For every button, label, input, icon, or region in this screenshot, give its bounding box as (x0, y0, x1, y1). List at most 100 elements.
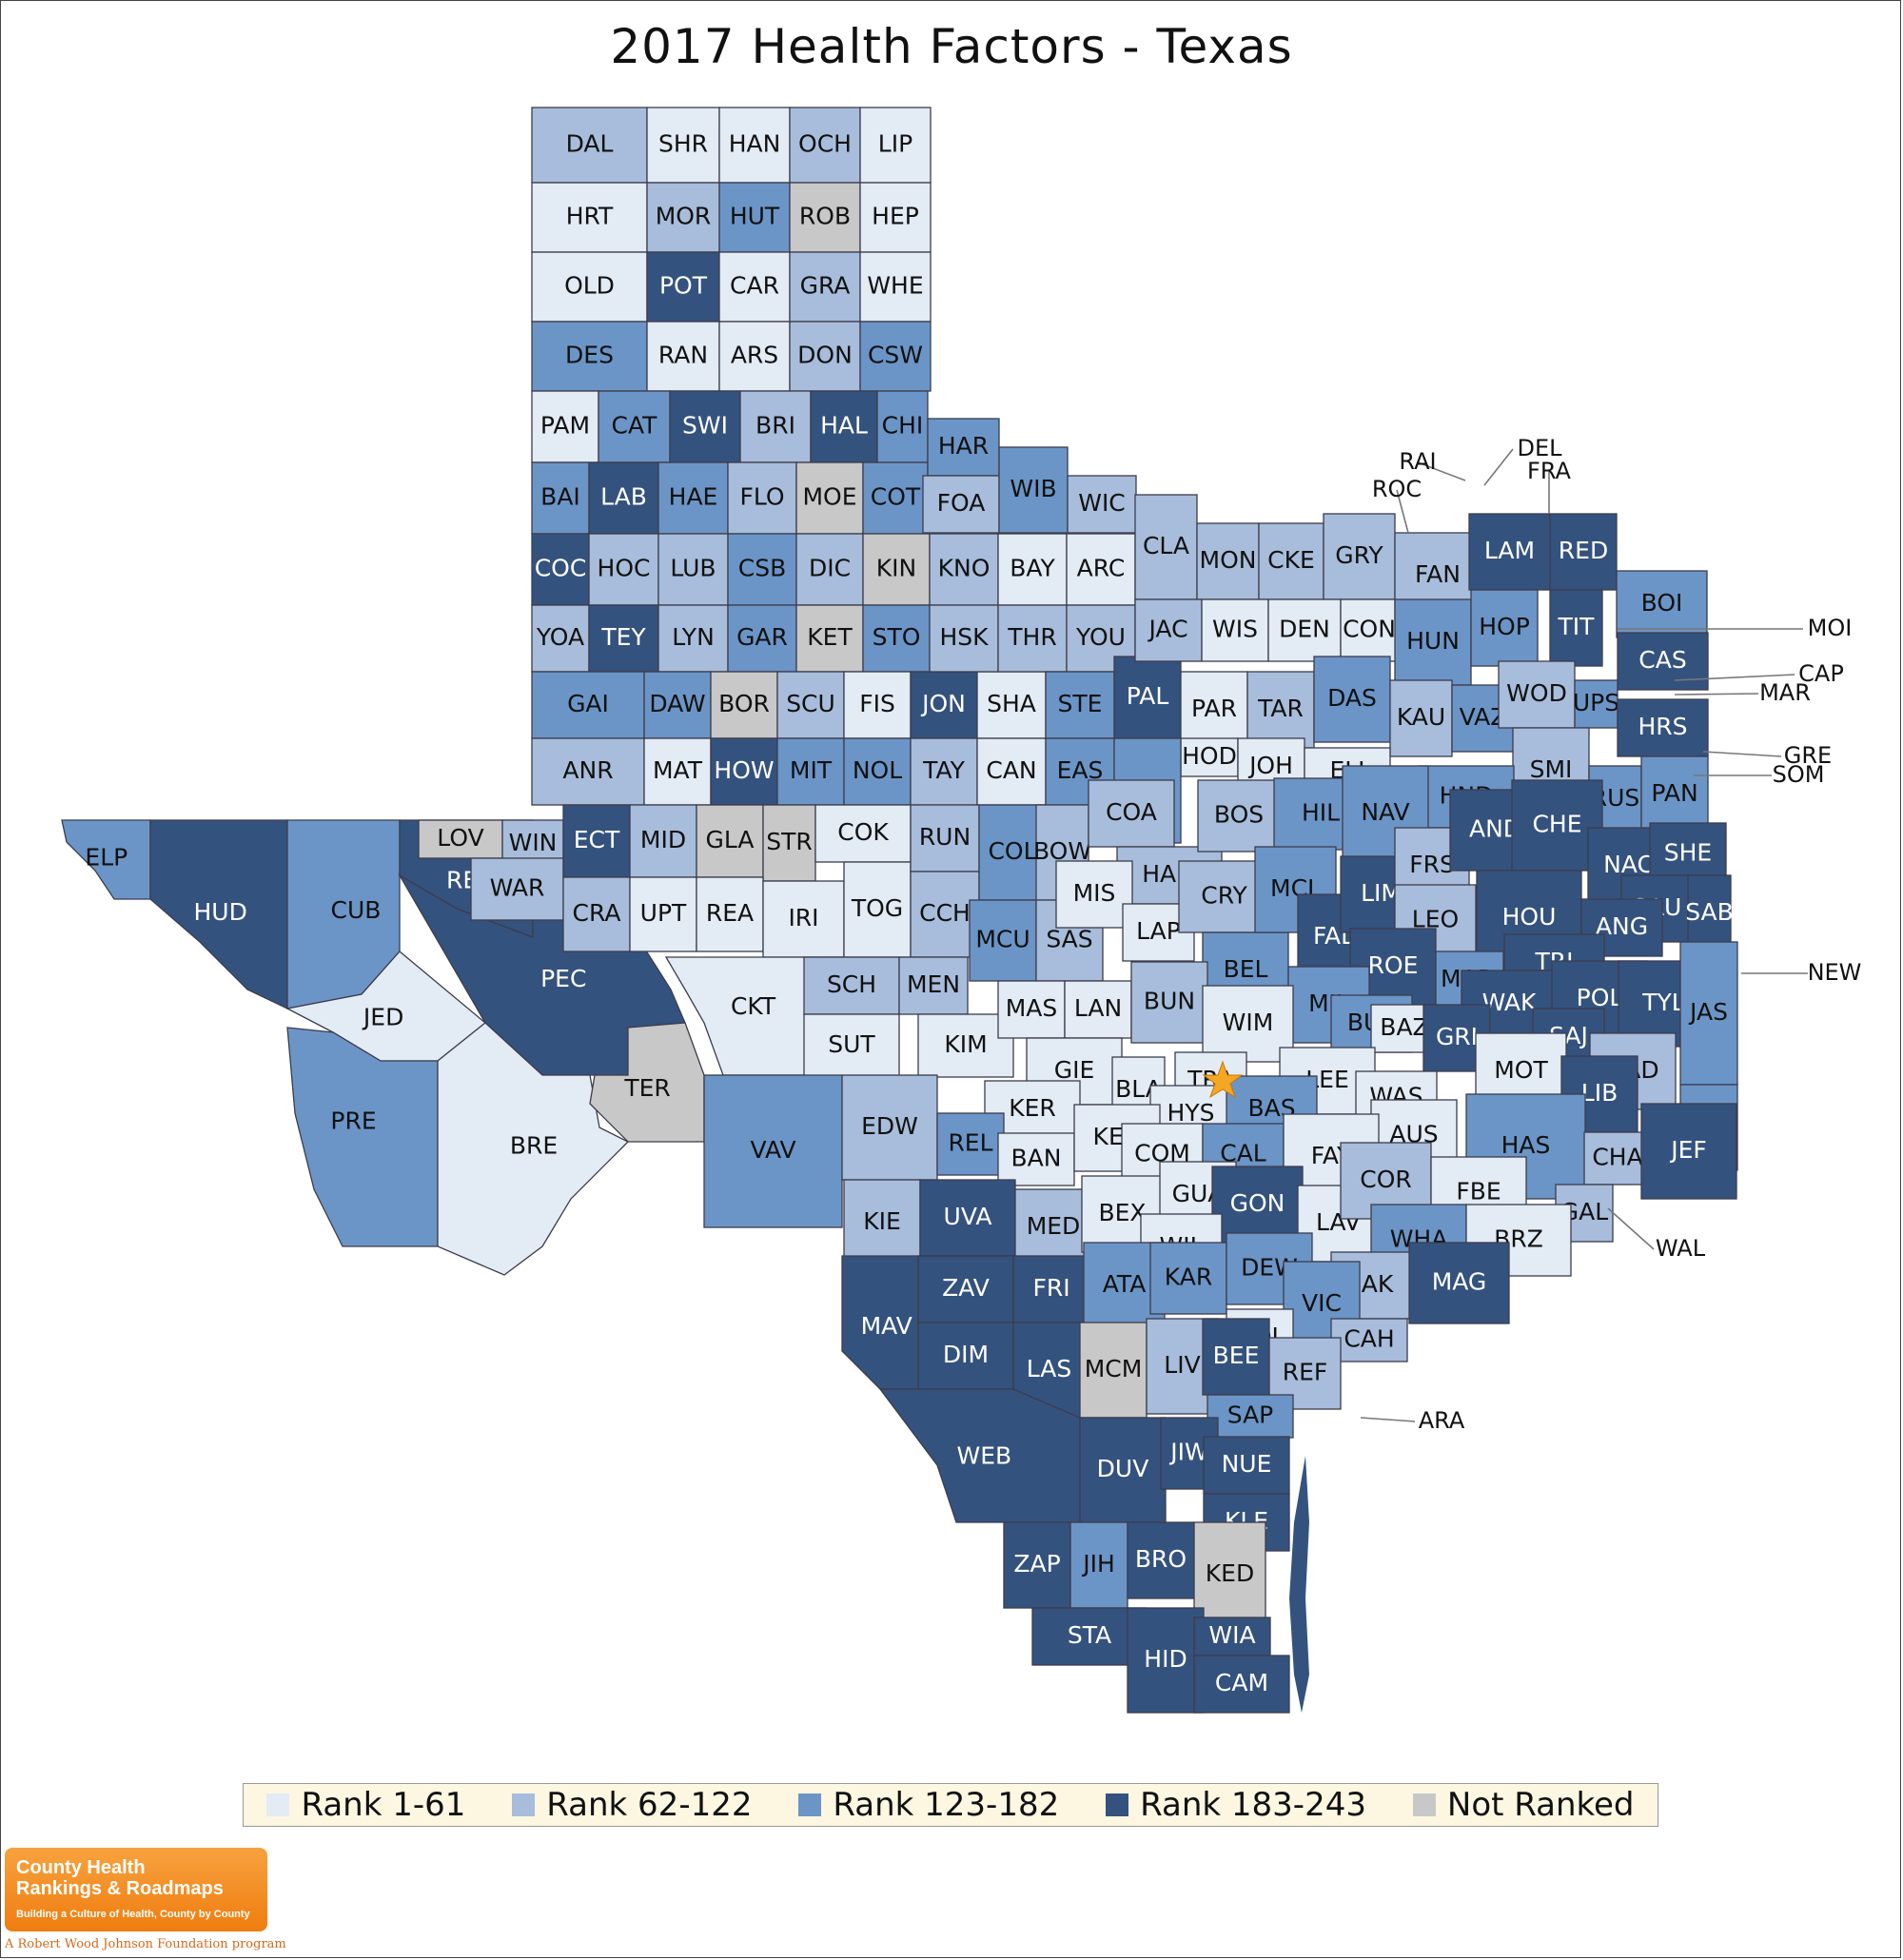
county-cra[interactable] (562, 876, 631, 952)
county-hep[interactable] (859, 182, 932, 253)
county-pan[interactable] (1640, 755, 1709, 833)
county-mas[interactable] (997, 980, 1066, 1039)
county-mcm[interactable] (1079, 1322, 1148, 1419)
county-cke[interactable] (1258, 522, 1324, 600)
county-dim[interactable] (917, 1322, 1014, 1390)
county-das[interactable] (1313, 656, 1391, 743)
county-sha[interactable] (976, 671, 1047, 739)
county-ste[interactable] (1045, 671, 1115, 739)
county-lan[interactable] (1064, 980, 1132, 1039)
county-bos[interactable] (1197, 779, 1281, 853)
county-cat[interactable] (598, 390, 671, 463)
county-kim[interactable] (917, 1013, 1014, 1078)
county-par[interactable] (1180, 671, 1248, 749)
county-cot[interactable] (862, 461, 929, 535)
county-ars[interactable] (718, 321, 791, 392)
county-bay[interactable] (997, 533, 1068, 606)
county-coc[interactable] (531, 533, 590, 606)
county-arc[interactable] (1066, 533, 1136, 606)
county-hun[interactable] (1394, 598, 1472, 686)
county-hoc[interactable] (588, 533, 659, 606)
county-mor[interactable] (646, 182, 720, 253)
county-bri[interactable] (739, 390, 812, 463)
county-red[interactable] (1549, 513, 1618, 591)
county-daw[interactable] (643, 671, 712, 739)
county-wia[interactable] (1193, 1617, 1271, 1656)
county-mis[interactable] (1055, 860, 1133, 929)
county-dal[interactable] (531, 107, 648, 184)
county-wis[interactable] (1201, 598, 1269, 662)
county-wib[interactable] (998, 446, 1069, 534)
county-how[interactable] (710, 737, 778, 806)
county-swi[interactable] (669, 390, 741, 463)
county-men[interactable] (898, 956, 969, 1015)
county-cas[interactable] (1617, 632, 1709, 691)
county-ups[interactable] (1574, 679, 1619, 729)
county-hut[interactable] (718, 182, 791, 253)
county-kie[interactable] (843, 1179, 921, 1266)
county-upt[interactable] (629, 876, 697, 952)
county-csw[interactable] (859, 321, 932, 392)
county-hrs[interactable] (1617, 698, 1709, 757)
county-scu[interactable] (776, 671, 845, 739)
county-wim[interactable] (1202, 985, 1294, 1063)
county-mon[interactable] (1196, 522, 1260, 600)
county-cah[interactable] (1330, 1318, 1408, 1362)
county-mag[interactable] (1408, 1242, 1510, 1324)
county-gry[interactable] (1323, 513, 1396, 600)
county-gra[interactable] (789, 251, 861, 323)
county-jas[interactable] (1679, 941, 1738, 1086)
county-sap[interactable] (1207, 1394, 1294, 1439)
county-lov[interactable] (418, 819, 503, 859)
county-she[interactable] (1649, 822, 1727, 886)
county-anr[interactable] (531, 737, 645, 806)
county-rea[interactable] (696, 876, 764, 952)
county-lam[interactable] (1468, 513, 1551, 591)
county-med[interactable] (1014, 1188, 1092, 1266)
county-hae[interactable] (657, 461, 729, 535)
county-bro[interactable] (1127, 1521, 1195, 1599)
county-gla[interactable] (696, 804, 764, 878)
county-jac[interactable] (1134, 598, 1203, 662)
county-wic[interactable] (1067, 475, 1137, 534)
county-zav[interactable] (917, 1255, 1014, 1323)
county-den[interactable] (1267, 598, 1342, 662)
county-sab[interactable] (1687, 874, 1732, 952)
county-col[interactable] (978, 804, 1047, 901)
county-kar[interactable] (1149, 1242, 1227, 1315)
county-vav[interactable] (703, 1074, 843, 1228)
county-cam[interactable] (1193, 1655, 1290, 1714)
county-fri[interactable] (1012, 1255, 1090, 1323)
county-bor[interactable] (710, 671, 778, 739)
county-sch[interactable] (803, 956, 900, 1015)
county-chi[interactable] (876, 390, 929, 463)
county-ban[interactable] (997, 1132, 1075, 1186)
county-tit[interactable] (1549, 589, 1603, 667)
county-rob[interactable] (789, 182, 861, 253)
county-war[interactable] (470, 857, 564, 921)
county-dic[interactable] (795, 533, 864, 606)
county-sut[interactable] (803, 1013, 900, 1078)
county-hid[interactable] (1127, 1607, 1205, 1714)
county-cry[interactable] (1178, 860, 1270, 933)
county-tog[interactable] (843, 861, 912, 958)
county-duv[interactable] (1079, 1417, 1167, 1523)
county-moe[interactable] (795, 461, 864, 535)
county-lub[interactable] (657, 533, 729, 606)
county-boi[interactable] (1616, 570, 1708, 638)
county-pal[interactable] (1113, 656, 1182, 739)
county-thr[interactable] (997, 604, 1068, 673)
county-ran[interactable] (646, 321, 720, 392)
county-pre[interactable] (286, 1027, 439, 1247)
county-mcu[interactable] (969, 899, 1037, 982)
county-jef[interactable] (1640, 1103, 1737, 1200)
county-cch[interactable] (910, 871, 980, 958)
county-whe[interactable] (859, 251, 932, 323)
county-har[interactable] (927, 418, 1000, 477)
county-des[interactable] (531, 321, 648, 392)
county-zap[interactable] (1003, 1521, 1071, 1609)
county-ked[interactable] (1193, 1521, 1266, 1628)
county-wod[interactable] (1498, 660, 1576, 729)
county-iri[interactable] (762, 880, 845, 958)
county-don[interactable] (789, 321, 861, 392)
